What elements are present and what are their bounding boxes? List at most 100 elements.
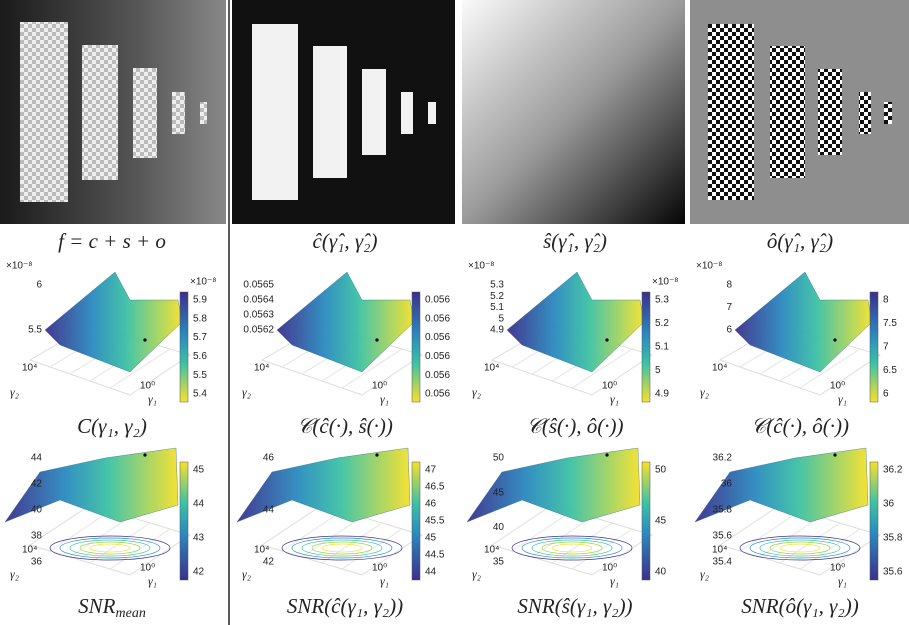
contour <box>89 543 131 553</box>
colorbar <box>179 291 189 403</box>
z-tick-label: 36 <box>721 479 733 490</box>
image-bg <box>462 0 685 224</box>
colorbar-tick-label: 43 <box>193 533 205 544</box>
floor-grid <box>571 348 633 389</box>
image-block <box>20 22 68 202</box>
caption-main: SNR(ĉ(γ₁, γ₂)) <box>287 594 403 618</box>
surface <box>466 447 641 523</box>
x-axis-label: γ₁ <box>380 574 389 588</box>
contour <box>521 537 623 559</box>
image-block <box>818 69 842 155</box>
floor <box>28 504 192 576</box>
colorbar-tick-label: 36 <box>883 499 895 510</box>
z-tick-label: 5.2 <box>490 291 504 302</box>
x-tick-label: 10⁰ <box>372 563 387 574</box>
colorbar-tick-label: 5.1 <box>655 342 669 353</box>
image-block <box>252 24 298 200</box>
colorbar-tick-label: 5.8 <box>193 313 207 324</box>
z-tick-label: 46 <box>263 453 275 464</box>
colorbar-tick-label: 0.056 <box>425 313 450 324</box>
colorbar-tick-label: 35.6 <box>883 567 903 578</box>
z-tick-label: 5.1 <box>490 302 504 313</box>
surface <box>694 447 869 523</box>
caption: SNR(ŝ(γ₁, γ₂)) <box>517 594 632 618</box>
y-tick-label: 10⁴ <box>22 545 37 556</box>
colorbar <box>411 461 421 581</box>
z-tick-label: 35 <box>493 557 505 568</box>
z-tick-label: 0.0562 <box>243 325 274 336</box>
colorbar-tick-label: 0.056 <box>425 370 450 381</box>
z-tick-label: 44 <box>263 505 275 516</box>
x-tick-label: 10⁰ <box>140 563 155 574</box>
z-tick-label: 45 <box>493 487 505 498</box>
contour <box>511 535 633 561</box>
x-tick-label: 10⁰ <box>830 381 845 392</box>
contour <box>541 541 603 555</box>
caption-main: SNR(ô(γ₁, γ₂)) <box>741 594 858 618</box>
exponent: ×10⁻⁸ <box>6 261 32 272</box>
z-tick-label: 5 <box>498 313 504 324</box>
z-tick-label: 35.4 <box>713 557 733 568</box>
colorbar-tick-label: 0.056 <box>425 295 450 306</box>
z-tick-label: 36.2 <box>713 453 733 464</box>
caption: SNRmean <box>78 594 146 621</box>
z-tick-label: 40 <box>31 505 43 516</box>
z-tick-label: 0.0563 <box>243 310 274 321</box>
exponent: ×10⁻⁸ <box>696 261 722 272</box>
colorbar-tick-label: 44 <box>425 567 437 578</box>
colorbar-exponent: ×10⁻⁸ <box>190 277 216 288</box>
floor-grid <box>799 348 861 389</box>
image-block <box>362 69 386 155</box>
image-block <box>401 92 413 134</box>
y-tick-label: 10⁴ <box>254 545 269 556</box>
y-tick-label: 10⁴ <box>484 363 499 374</box>
z-tick-label: 50 <box>493 453 505 464</box>
image-block <box>859 92 871 134</box>
y-axis-label: γ₂ <box>700 385 709 399</box>
caption-main: SNR <box>78 594 116 618</box>
image-block <box>172 92 185 134</box>
y-tick-label: 10⁴ <box>22 363 37 374</box>
colorbar-tick-label: 8 <box>883 295 889 306</box>
x-tick-label: 10⁰ <box>140 381 155 392</box>
y-axis-label: γ₂ <box>472 567 481 581</box>
surface <box>506 271 645 373</box>
colorbar-tick-label: 5.9 <box>193 295 207 306</box>
floor-grid <box>69 516 131 558</box>
z-tick-label: 6 <box>726 325 732 336</box>
colorbar-tick-label: 5.6 <box>193 351 207 362</box>
colorbar-tick-label: 45 <box>193 465 205 476</box>
z-tick-label: 42 <box>263 557 275 568</box>
contour <box>301 539 383 557</box>
floor-grid <box>759 516 821 558</box>
x-axis-label: γ₁ <box>148 574 157 588</box>
z-tick-label: 7 <box>726 302 732 313</box>
contour <box>79 541 141 555</box>
y-axis-label: γ₂ <box>472 385 481 399</box>
caption-main: C(γ₁, γ₂) <box>77 414 147 438</box>
colorbar-tick-label: 35.8 <box>883 533 903 544</box>
contour <box>759 539 841 557</box>
colorbar-tick-label: 50 <box>655 465 667 476</box>
y-tick-label: 10⁴ <box>254 363 269 374</box>
caption: SNR(ô(γ₁, γ₂)) <box>741 594 858 618</box>
contour <box>749 537 851 559</box>
colorbar-tick-label: 5.7 <box>193 332 207 343</box>
contour <box>311 541 373 555</box>
caption: 𝒞(ŝ(·), ô(·)) <box>527 414 624 438</box>
colorbar-tick-label: 36.2 <box>883 465 903 476</box>
floor-grid <box>341 348 403 389</box>
image-block <box>770 46 805 178</box>
caption: ŝ(γ̂₁, γ̂₂) <box>543 229 607 253</box>
colorbar-tick-label: 40 <box>655 567 667 578</box>
image-block <box>133 68 157 158</box>
x-axis-label: γ₁ <box>148 392 157 406</box>
colorbar-tick-label: 0.056 <box>425 389 450 400</box>
optimum-marker <box>605 453 609 457</box>
contour <box>59 537 161 559</box>
colorbar-tick-label: 44.5 <box>425 550 445 561</box>
floor-grid <box>109 348 171 389</box>
x-axis-label: γ₁ <box>610 392 619 406</box>
optimum-marker <box>605 338 609 342</box>
floor-grid <box>739 510 801 552</box>
